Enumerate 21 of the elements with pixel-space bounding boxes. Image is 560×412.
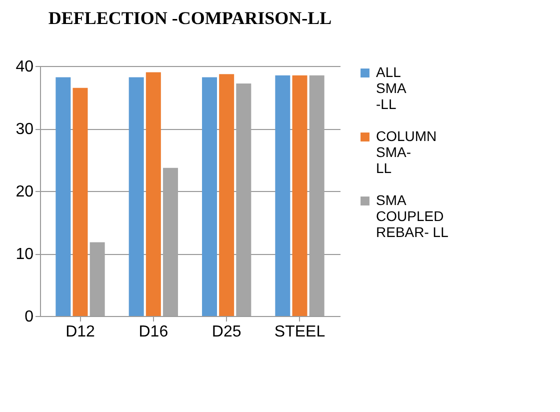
x-tick-label: STEEL [274, 324, 326, 340]
bar [146, 72, 161, 316]
bar [219, 74, 234, 316]
bar [128, 77, 144, 316]
y-tick-label: 0 [24, 308, 34, 326]
y-tick-label: 40 [16, 58, 34, 76]
y-tick-label: 20 [16, 184, 34, 200]
y-tick-label: 10 [16, 246, 34, 263]
bar [202, 77, 218, 316]
chart-title: DEFLECTION -COMPARISON-LL [48, 8, 332, 28]
bar [275, 75, 290, 316]
y-tick-label: 30 [16, 121, 34, 138]
legend-label: ALL SMA -LL [376, 64, 407, 112]
legend-label: SMA COUPLED REBAR- LL [376, 192, 449, 240]
x-tick-label: D25 [212, 324, 242, 340]
x-tick-label: D16 [138, 324, 168, 340]
bar [56, 77, 71, 316]
bar [72, 88, 88, 316]
bar [292, 75, 308, 316]
x-tick-label: D12 [66, 324, 96, 340]
legend-label: COLUMN SMA- LL [376, 128, 437, 176]
